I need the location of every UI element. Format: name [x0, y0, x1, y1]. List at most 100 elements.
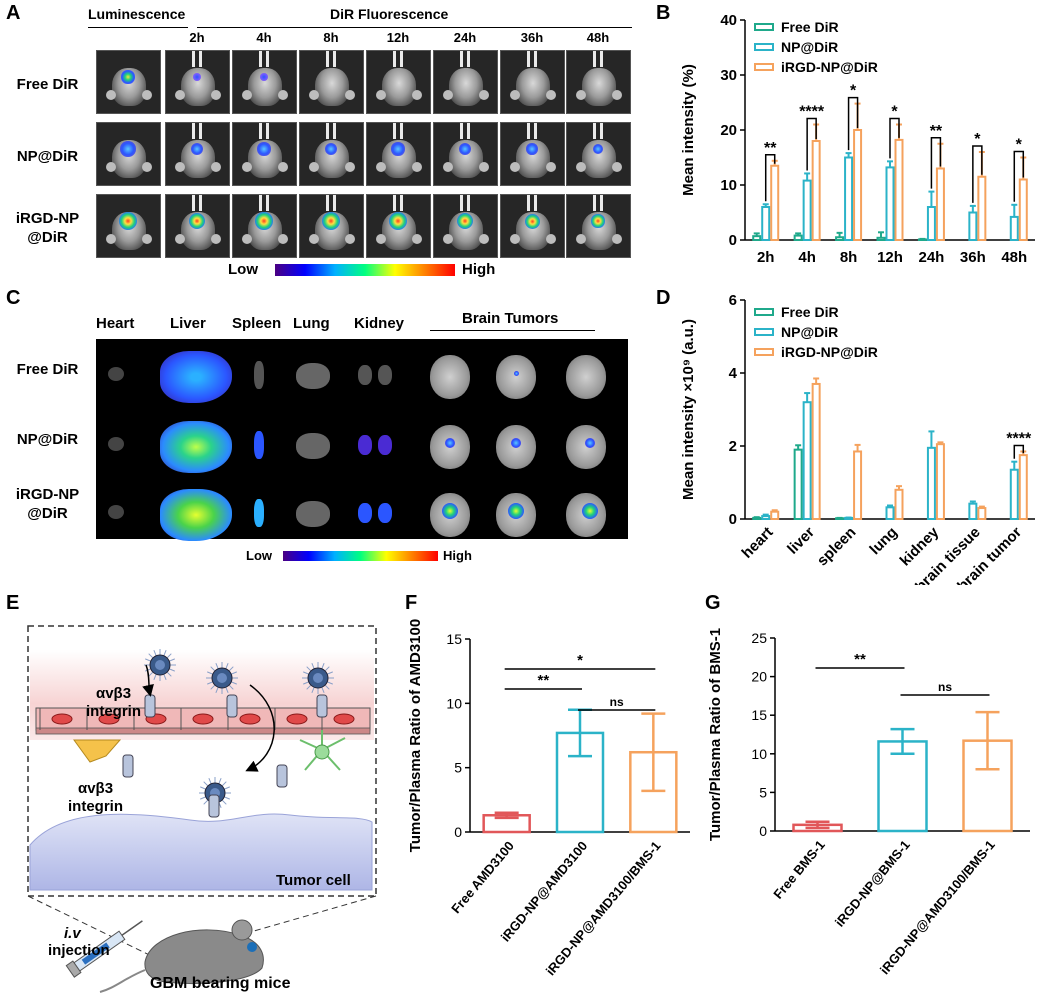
bar	[885, 504, 895, 521]
time-label: 8h	[323, 30, 339, 45]
bar-rect	[926, 446, 936, 520]
imaging-thumbnail	[366, 50, 431, 114]
ear	[375, 90, 386, 100]
bar-rect	[962, 739, 1013, 833]
ear	[241, 162, 252, 172]
signal-hotspot	[121, 70, 135, 84]
imaging-thumbnail	[366, 194, 431, 258]
electrode-post	[199, 123, 202, 139]
ear	[105, 234, 116, 244]
bar	[761, 203, 771, 241]
y-tick-label: 30	[720, 67, 737, 84]
electrode-post	[266, 51, 269, 67]
imaging-thumbnail	[500, 194, 565, 258]
electrode-post	[393, 51, 396, 67]
kidney-image	[378, 503, 392, 523]
electrode-post	[460, 195, 463, 211]
y-axis-label: Mean intensity ×10⁹ (a.u.)	[680, 319, 697, 500]
bar-rect	[802, 401, 812, 520]
ear	[411, 234, 422, 244]
brain-tumor-image	[496, 493, 536, 537]
ear	[105, 162, 116, 172]
electrode-post	[192, 195, 195, 211]
ear	[277, 162, 288, 172]
y-tick-label: 10	[720, 177, 737, 194]
fluorescence-underline	[197, 27, 632, 28]
integrin-receptor	[226, 694, 238, 718]
electrode-post	[393, 195, 396, 211]
imaging-thumbnail	[96, 50, 161, 114]
electrode-post	[199, 51, 202, 67]
signal-hotspot	[591, 214, 605, 228]
bar-rect	[811, 140, 821, 241]
x-tick-label: 48h	[1001, 249, 1027, 266]
liver-image	[160, 489, 232, 541]
panel-label-g: G	[705, 592, 721, 614]
x-tick-label: 2h	[757, 249, 775, 266]
colorbar-high-a: High	[462, 261, 496, 278]
electrode-post	[393, 123, 396, 139]
organ-label: Spleen	[232, 315, 282, 332]
bar-rect	[876, 236, 886, 242]
panel-label-d: D	[656, 287, 671, 309]
y-tick-label: 40	[720, 12, 737, 29]
x-tick-label: 4h	[798, 249, 816, 266]
bar	[802, 392, 812, 520]
significance-bracket	[1013, 150, 1025, 202]
bar-rect	[1009, 215, 1019, 241]
y-tick-label: 20	[720, 122, 737, 139]
imaging-thumbnail	[96, 122, 161, 186]
electrode-post	[333, 123, 336, 139]
mouse-silhouette	[442, 68, 489, 106]
y-tick-label: 25	[751, 630, 767, 646]
row-label: NP@DiR	[16, 431, 79, 448]
electrode-post	[460, 51, 463, 67]
ear	[375, 162, 386, 172]
ear	[105, 90, 116, 100]
significance-label: *	[974, 131, 981, 148]
heart-image	[108, 505, 124, 519]
bar	[844, 152, 854, 241]
y-tick-label: 10	[751, 746, 767, 762]
bar	[1018, 450, 1028, 520]
ear	[575, 162, 586, 172]
bar	[793, 232, 803, 242]
signal-hotspot	[191, 143, 203, 155]
electrode-post	[266, 123, 269, 139]
signal-hotspot	[456, 212, 474, 230]
electrode-post	[333, 195, 336, 211]
luminescence-underline	[88, 27, 188, 28]
mouse-silhouette	[375, 68, 422, 106]
mouse-silhouette	[575, 212, 622, 250]
row-label: NP@DiR	[16, 148, 79, 165]
bar	[977, 505, 987, 521]
tumor-signal	[511, 438, 521, 448]
bar-rect	[761, 515, 771, 521]
signal-hotspot	[255, 212, 273, 230]
brain-tumors-header: Brain Tumors	[462, 310, 559, 327]
lung-image	[296, 433, 330, 459]
electrode-post	[600, 195, 603, 211]
tumor-signal	[445, 438, 455, 448]
colorbar-a	[275, 264, 455, 276]
bar-rect	[977, 507, 987, 521]
bar	[877, 727, 928, 833]
brain-tumor-image	[496, 425, 536, 469]
legend-label: iRGD-NP@DiR	[781, 344, 878, 360]
electrode-post	[467, 195, 470, 211]
ear	[141, 90, 152, 100]
ear	[308, 234, 319, 244]
ear	[277, 90, 288, 100]
tumor-signal	[585, 438, 595, 448]
ear	[174, 162, 185, 172]
integrin-receptor	[276, 764, 288, 788]
bar	[917, 237, 927, 241]
time-label: 36h	[520, 30, 544, 45]
bar	[770, 509, 780, 520]
row-label: iRGD-NP @DiR	[15, 210, 80, 246]
bar-rect	[793, 234, 803, 242]
electrode-post	[326, 123, 329, 139]
bar	[482, 811, 531, 834]
comparison-label: ns	[610, 695, 624, 709]
